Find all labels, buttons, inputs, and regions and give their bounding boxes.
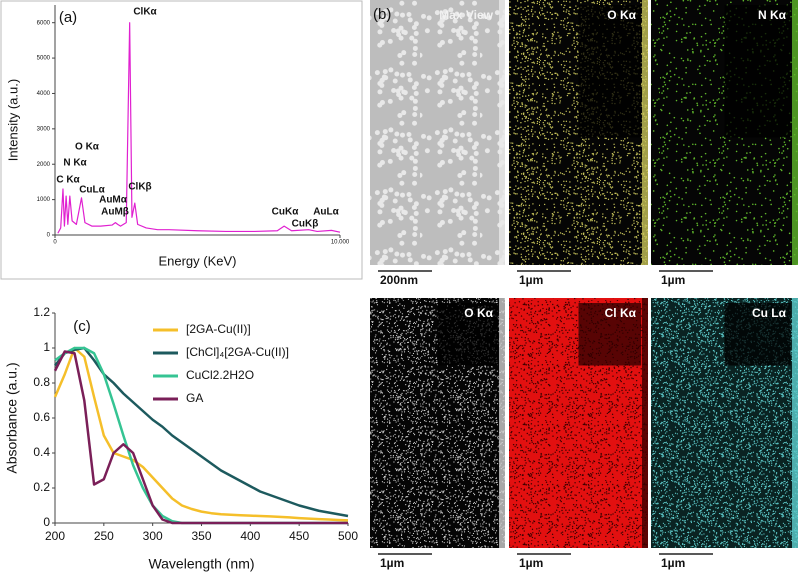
y-tick-label: 0.8	[33, 375, 50, 389]
scale-label: 1µm	[661, 273, 685, 287]
map-title: Max View	[439, 8, 493, 22]
x-tick-label: 400	[240, 529, 260, 543]
peak-label: O Kα	[75, 142, 100, 153]
color-scale	[642, 0, 648, 265]
y-tick-label: 4000	[37, 91, 51, 97]
x-tick-label: 250	[94, 529, 114, 543]
peak-label: CuKα	[272, 207, 300, 218]
x-tick-label: 500	[338, 529, 358, 543]
data-line	[57, 22, 341, 234]
peak-label: ClKα	[133, 7, 157, 18]
map-void	[724, 303, 791, 366]
data-line	[53, 350, 348, 525]
map-title: Cu Lα	[752, 306, 787, 320]
y-tick-label: 0	[47, 233, 51, 239]
map-void	[724, 5, 791, 138]
scale-label: 1µm	[661, 556, 685, 570]
map-void	[578, 303, 642, 366]
x-axis-title: Energy (KeV)	[158, 253, 236, 268]
y-axis-title: Intensity (a.u.)	[5, 79, 20, 161]
peak-label: C Kα	[56, 175, 80, 186]
scale-label: 1µm	[519, 556, 543, 570]
map-void	[578, 5, 642, 138]
x-axis-title: Wavelength (nm)	[148, 556, 254, 572]
y-tick-label: 2000	[37, 162, 51, 168]
peak-label: AuMα	[99, 195, 128, 206]
x-tick-label: 200	[45, 529, 65, 543]
panel-label: (a)	[59, 9, 77, 26]
y-tick-label: 5000	[37, 56, 51, 62]
y-tick-label: 0.6	[33, 410, 50, 424]
peak-label: N Kα	[63, 158, 87, 169]
map-void	[437, 303, 499, 366]
scale-label: 1µm	[380, 556, 404, 570]
scale-label: 1µm	[519, 273, 543, 287]
legend-label: [ChCl]₄[2GA-Cu(II)]	[186, 345, 289, 359]
y-tick-label: 0	[43, 515, 50, 529]
scale-label: 200nm	[380, 273, 418, 287]
panel-label: (b)	[373, 6, 391, 23]
map-title: Cl Kα	[605, 306, 637, 320]
x-tick-label: 350	[191, 529, 211, 543]
legend-label: [2GA-Cu(II)]	[186, 322, 251, 336]
color-scale	[642, 298, 648, 548]
map-image	[370, 0, 505, 265]
map-title: N Kα	[758, 8, 787, 22]
y-tick-label: 1.2	[33, 305, 50, 319]
x-tick-label: 0	[53, 240, 57, 246]
panel-label: (c)	[73, 318, 91, 335]
y-tick-label: 1000	[37, 197, 51, 203]
y-tick-label: 0.2	[33, 480, 50, 494]
peak-label: CuLα	[79, 185, 105, 196]
peak-label: ClKβ	[128, 182, 151, 193]
color-scale	[499, 298, 505, 548]
color-scale	[792, 0, 798, 265]
map-title: O Kα	[464, 306, 493, 320]
y-tick-label: 3000	[37, 126, 51, 132]
color-scale	[792, 298, 798, 548]
x-tick-label: 450	[289, 529, 309, 543]
x-tick-label: 300	[143, 529, 163, 543]
legend-label: CuCl2.2H2O	[186, 368, 254, 382]
x-tick-label: 10.000	[331, 240, 350, 246]
y-tick-label: 0.4	[33, 445, 50, 459]
panel-a-frame	[0, 0, 363, 280]
peak-label: AuMβ	[101, 207, 129, 218]
data-line	[53, 346, 349, 522]
peak-label: AuLα	[313, 207, 339, 218]
legend-label: GA	[186, 391, 203, 405]
peak-label: CuKβ	[292, 219, 319, 230]
y-tick-label: 6000	[37, 20, 51, 26]
y-tick-label: 1	[43, 340, 50, 354]
y-axis-title: Absorbance (a.u.)	[4, 362, 20, 473]
map-title: O Kα	[607, 8, 636, 22]
color-scale	[499, 0, 505, 265]
